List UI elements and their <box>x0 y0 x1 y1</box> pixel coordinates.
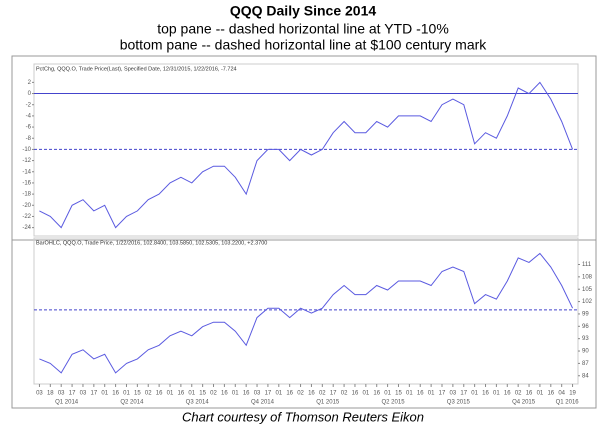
quarter-label: Q2 2014 <box>120 400 144 406</box>
x-tick-label: 16 <box>156 391 163 397</box>
x-tick-label: 16 <box>178 391 185 397</box>
subtitle: top pane -- dashed horizontal line at YT… <box>157 21 449 37</box>
x-tick-label: 01 <box>123 391 130 397</box>
y-tick-label: -16 <box>22 181 31 187</box>
caption: Chart courtesy of Thomson Reuters Eikon <box>182 409 424 424</box>
y-tick-label: -10 <box>22 147 31 153</box>
x-tick-label: 17 <box>265 391 272 397</box>
x-tick-label: 01 <box>471 391 478 397</box>
quarter-label: Q3 2015 <box>447 400 471 406</box>
x-tick-label: 17 <box>439 391 446 397</box>
chart-title: QQQ Daily Since 2014 <box>230 3 377 19</box>
y-tick-label: -8 <box>26 136 32 142</box>
x-tick-label: 04 <box>558 391 565 397</box>
x-tick-label: 16 <box>308 391 315 397</box>
x-tick-label: 17 <box>90 391 97 397</box>
quarter-label: Q4 2015 <box>512 400 536 406</box>
plot-area <box>33 237 579 385</box>
x-tick-label: 01 <box>275 391 282 397</box>
y-tick-label: -2 <box>26 102 32 108</box>
x-tick-label: 01 <box>232 391 239 397</box>
x-tick-label: 02 <box>145 391 152 397</box>
quarter-label: Q3 2014 <box>186 400 210 406</box>
quarter-label: Q2 2015 <box>382 400 406 406</box>
x-tick-label: 16 <box>526 391 533 397</box>
y-tick-label: 93 <box>582 336 589 342</box>
y-tick-label: 96 <box>582 324 589 330</box>
y-tick-label: -24 <box>22 225 31 231</box>
x-tick-label: 16 <box>417 391 424 397</box>
x-tick-label: 16 <box>221 391 228 397</box>
y-tick-label: 87 <box>582 361 589 367</box>
y-tick-label: 111 <box>582 262 592 268</box>
subtitle: bottom pane -- dashed horizontal line at… <box>120 37 488 53</box>
pane-header: PctChg, QQQ.O, Trade Price(Last), Specif… <box>36 66 237 72</box>
x-tick-label: 01 <box>537 391 544 397</box>
chart-frame <box>11 55 597 409</box>
quarter-label: Q1 2014 <box>55 400 79 406</box>
x-tick-label: 03 <box>450 391 457 397</box>
x-tick-label: 01 <box>384 391 391 397</box>
x-tick-label: 17 <box>69 391 76 397</box>
x-tick-label: 16 <box>286 391 293 397</box>
x-tick-label: 03 <box>254 391 261 397</box>
x-tick-label: 16 <box>547 391 554 397</box>
y-tick-label: 99 <box>582 312 589 318</box>
y-tick-label: -12 <box>22 158 31 164</box>
y-tick-label: 0 <box>28 91 32 97</box>
x-tick-label: 16 <box>482 391 489 397</box>
y-tick-label: 90 <box>582 349 589 355</box>
y-tick-label: -18 <box>22 192 31 198</box>
x-tick-label: 19 <box>569 391 576 397</box>
x-tick-label: 02 <box>210 391 217 397</box>
x-tick-label: 02 <box>515 391 522 397</box>
y-tick-label: 108 <box>582 274 593 280</box>
x-tick-label: 01 <box>406 391 413 397</box>
y-tick-label: 84 <box>582 373 589 379</box>
y-tick-label: -20 <box>22 203 31 209</box>
x-tick-label: 02 <box>297 391 304 397</box>
y-tick-label: 2 <box>28 80 32 86</box>
x-tick-label: 15 <box>395 391 402 397</box>
x-tick-label: 16 <box>112 391 119 397</box>
x-tick-label: 01 <box>362 391 369 397</box>
x-tick-label: 01 <box>167 391 174 397</box>
x-tick-label: 15 <box>134 391 141 397</box>
x-tick-label: 01 <box>188 391 195 397</box>
pane-header: BarOHLC, QQQ.O, Trade Price, 1/22/2016, … <box>36 240 267 246</box>
x-tick-label: 15 <box>199 391 206 397</box>
x-tick-label: 01 <box>428 391 435 397</box>
x-tick-label: 16 <box>373 391 380 397</box>
y-tick-label: -4 <box>26 113 32 119</box>
quarter-label: Q1 2016 <box>556 400 580 406</box>
x-tick-label: 01 <box>101 391 108 397</box>
x-tick-label: 03 <box>80 391 87 397</box>
x-tick-label: 16 <box>352 391 359 397</box>
plot-area <box>33 63 579 237</box>
quarter-label: Q4 2014 <box>251 400 275 406</box>
x-tick-label: 17 <box>330 391 337 397</box>
x-tick-label: 03 <box>58 391 65 397</box>
x-tick-label: 18 <box>47 391 54 397</box>
x-tick-label: 16 <box>243 391 250 397</box>
y-tick-label: -6 <box>26 125 32 131</box>
y-tick-label: 102 <box>582 299 593 305</box>
price-line <box>39 252 574 374</box>
y-tick-label: 105 <box>582 287 593 293</box>
x-tick-label: 03 <box>36 391 43 397</box>
y-tick-label: -14 <box>22 169 31 175</box>
quarter-label: Q1 2015 <box>316 400 340 406</box>
y-tick-label: -22 <box>22 214 31 220</box>
x-tick-label: 01 <box>493 391 500 397</box>
x-tick-label: 02 <box>341 391 348 397</box>
price-line <box>39 81 574 229</box>
x-tick-label: 16 <box>504 391 511 397</box>
x-tick-label: 02 <box>319 391 326 397</box>
x-tick-label: 17 <box>460 391 467 397</box>
